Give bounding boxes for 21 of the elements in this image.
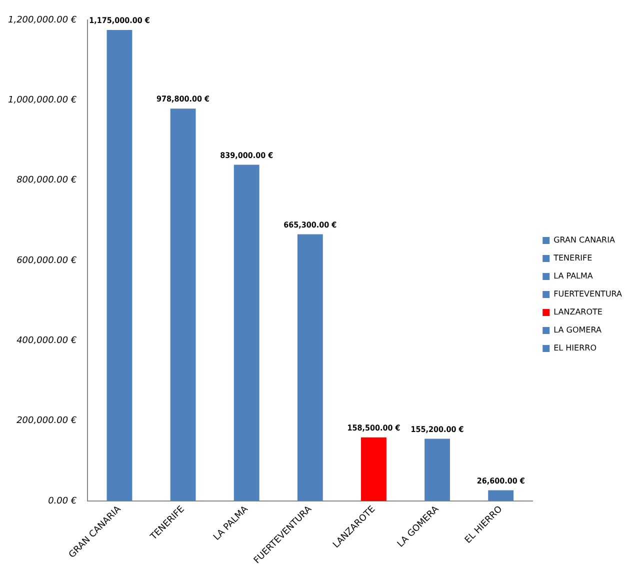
data-label: 978,800.00 € bbox=[156, 94, 210, 104]
y-tick-label: 200,000.00 € bbox=[16, 416, 77, 426]
y-tick-label: 1,000,000.00 € bbox=[8, 96, 77, 106]
y-tick-label: 0.00 € bbox=[48, 496, 77, 506]
legend-label: LANZAROTE bbox=[554, 308, 602, 317]
data-label: 155,200.00 € bbox=[410, 424, 464, 434]
data-label: 26,600.00 € bbox=[476, 476, 525, 486]
y-tick-label: 800,000.00 € bbox=[16, 176, 77, 186]
data-label: 1,175,000.00 € bbox=[89, 16, 150, 26]
legend-label: GRAN CANARIA bbox=[554, 236, 616, 245]
data-label: 665,300.00 € bbox=[284, 220, 337, 230]
legend-label: TENERIFE bbox=[552, 254, 592, 263]
data-label: 158,500.00 € bbox=[347, 424, 400, 433]
legend-label: EL HIERRO bbox=[554, 344, 597, 353]
legend-label: LA PALMA bbox=[554, 272, 594, 281]
y-tick-label: 1,200,000.00 € bbox=[8, 15, 77, 26]
legend-label: LA GOMERA bbox=[554, 326, 602, 335]
legend-label: FUERTEVENTURA bbox=[554, 290, 623, 299]
y-tick-label: 400,000.00 € bbox=[16, 336, 77, 346]
data-label: 839,000.00 € bbox=[220, 150, 274, 160]
y-tick-label: 600,000.00 € bbox=[16, 256, 77, 266]
